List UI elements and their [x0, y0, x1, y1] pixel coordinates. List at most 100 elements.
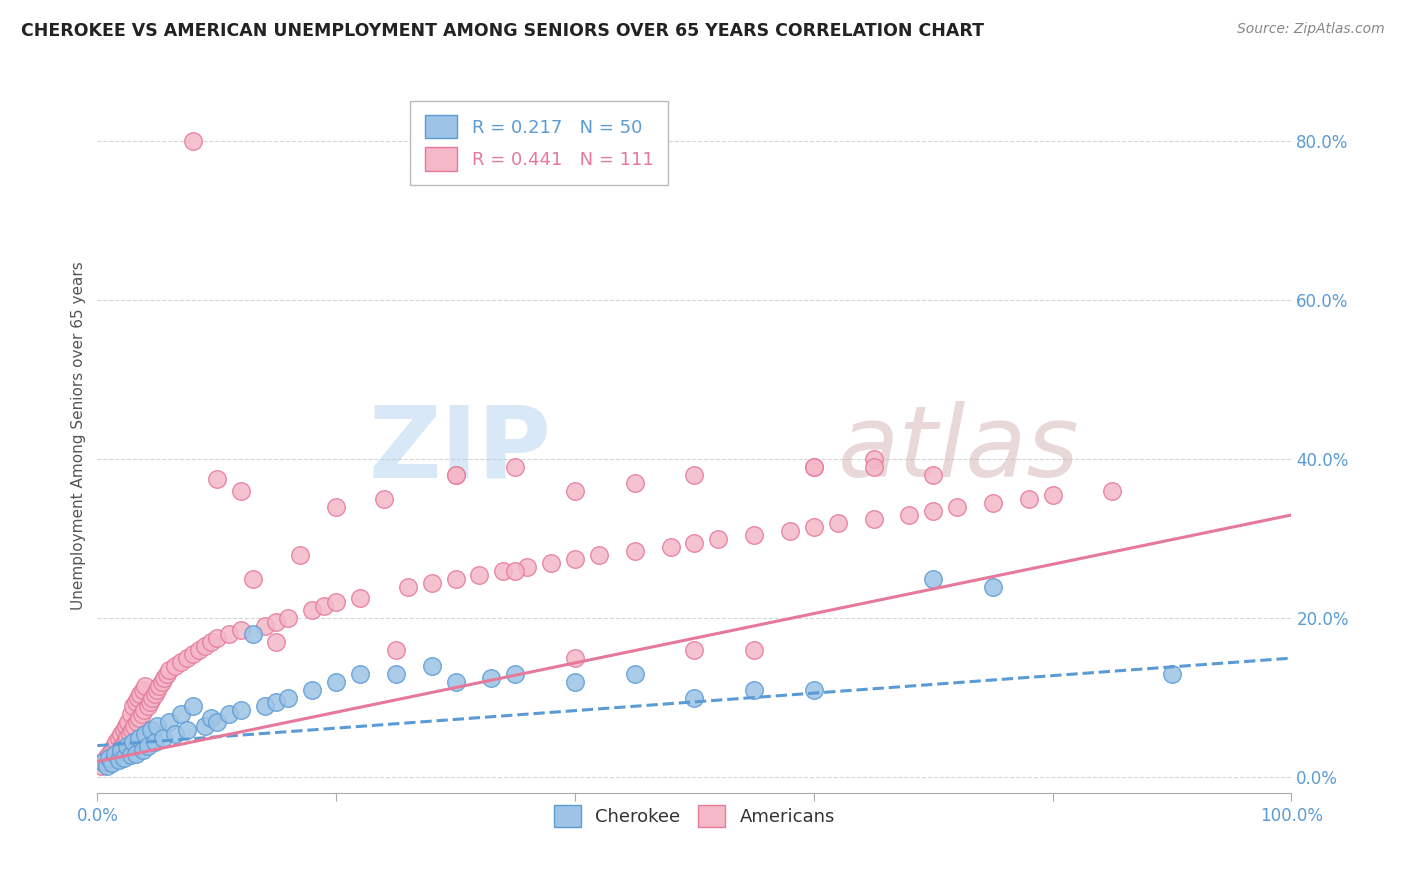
Point — [98, 750, 121, 764]
Text: atlas: atlas — [838, 401, 1080, 499]
Point — [134, 679, 156, 693]
Point — [150, 675, 173, 690]
Point — [1018, 491, 1040, 506]
Point — [100, 742, 122, 756]
Point — [253, 619, 276, 633]
Point — [91, 755, 114, 769]
Point — [290, 548, 312, 562]
Point — [503, 460, 526, 475]
Point — [128, 731, 150, 745]
Point — [115, 731, 138, 745]
Point — [564, 675, 586, 690]
Point — [103, 739, 125, 753]
Point — [349, 591, 371, 606]
Text: CHEROKEE VS AMERICAN UNEMPLOYMENT AMONG SENIORS OVER 65 YEARS CORRELATION CHART: CHEROKEE VS AMERICAN UNEMPLOYMENT AMONG … — [21, 22, 984, 40]
Point — [122, 698, 145, 713]
Point — [564, 484, 586, 499]
Point — [349, 667, 371, 681]
Point — [683, 690, 706, 705]
Point — [540, 556, 562, 570]
Point — [742, 528, 765, 542]
Point — [153, 671, 176, 685]
Point — [623, 667, 645, 681]
Point — [277, 690, 299, 705]
Point — [862, 460, 884, 475]
Point — [100, 756, 122, 771]
Point — [803, 520, 825, 534]
Point — [157, 714, 180, 729]
Point — [1161, 667, 1184, 681]
Point — [827, 516, 849, 530]
Point — [325, 595, 347, 609]
Point — [141, 690, 163, 705]
Point — [170, 706, 193, 721]
Point — [117, 714, 139, 729]
Point — [91, 755, 114, 769]
Point — [862, 512, 884, 526]
Point — [301, 682, 323, 697]
Point — [683, 643, 706, 657]
Point — [200, 711, 222, 725]
Point — [194, 719, 217, 733]
Point — [492, 564, 515, 578]
Point — [205, 714, 228, 729]
Point — [707, 532, 730, 546]
Point — [481, 671, 503, 685]
Point — [146, 682, 169, 697]
Point — [229, 703, 252, 717]
Point — [163, 659, 186, 673]
Point — [112, 750, 135, 764]
Point — [98, 747, 121, 761]
Point — [128, 711, 150, 725]
Point — [301, 603, 323, 617]
Point — [803, 460, 825, 475]
Point — [373, 491, 395, 506]
Point — [163, 727, 186, 741]
Point — [170, 655, 193, 669]
Point — [396, 580, 419, 594]
Point — [898, 508, 921, 522]
Point — [96, 758, 118, 772]
Point — [205, 472, 228, 486]
Point — [110, 742, 132, 756]
Point — [659, 540, 682, 554]
Point — [253, 698, 276, 713]
Point — [1101, 484, 1123, 499]
Point — [139, 695, 162, 709]
Point — [503, 564, 526, 578]
Text: ZIP: ZIP — [368, 401, 551, 499]
Point — [946, 500, 969, 514]
Point — [623, 476, 645, 491]
Point — [266, 635, 288, 649]
Point — [187, 643, 209, 657]
Point — [325, 675, 347, 690]
Point — [108, 753, 131, 767]
Point — [742, 682, 765, 697]
Point — [922, 572, 945, 586]
Point — [124, 719, 146, 733]
Point — [101, 750, 124, 764]
Point — [683, 535, 706, 549]
Point — [143, 687, 166, 701]
Point — [242, 627, 264, 641]
Point — [503, 667, 526, 681]
Point — [134, 727, 156, 741]
Point — [146, 719, 169, 733]
Point — [862, 452, 884, 467]
Point — [124, 695, 146, 709]
Point — [981, 496, 1004, 510]
Point — [325, 500, 347, 514]
Point — [277, 611, 299, 625]
Point — [115, 719, 138, 733]
Point — [121, 723, 143, 737]
Point — [155, 667, 177, 681]
Point — [922, 468, 945, 483]
Point — [516, 559, 538, 574]
Point — [444, 675, 467, 690]
Point — [420, 575, 443, 590]
Point — [385, 643, 408, 657]
Point — [218, 627, 240, 641]
Point — [96, 756, 118, 771]
Point — [125, 714, 148, 729]
Point — [131, 706, 153, 721]
